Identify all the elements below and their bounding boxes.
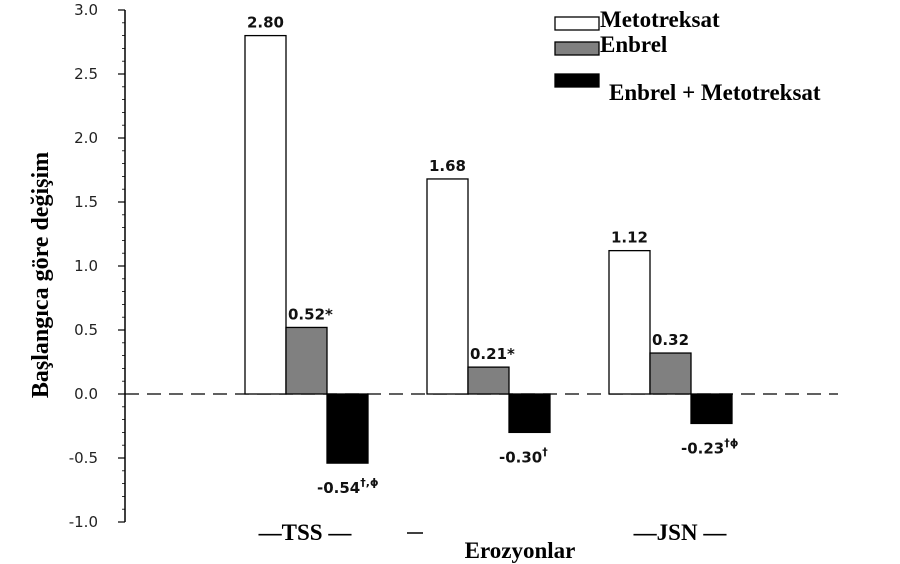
- bars: [244, 34, 733, 464]
- legend-label: Metotreksat: [600, 7, 720, 32]
- data-label: 0.52*: [288, 305, 333, 323]
- y-tick-label: 3.0: [74, 1, 98, 19]
- y-tick-label: 1.0: [74, 257, 98, 275]
- category-label: —TSS —: [258, 520, 353, 545]
- legend-swatch: [554, 16, 600, 31]
- legend-swatch: [554, 41, 600, 56]
- y-tick-label: 0.5: [74, 321, 98, 339]
- bar: [244, 34, 287, 395]
- data-label: -0.23†ɸ: [681, 436, 739, 457]
- y-tick-label: -0.5: [69, 449, 98, 467]
- data-label: 2.80: [247, 14, 284, 32]
- data-label: 1.12: [611, 229, 648, 247]
- y-tick-label: 2.0: [74, 129, 98, 147]
- data-label: -0.30†: [499, 445, 548, 466]
- bar: [285, 326, 328, 395]
- y-tick-label: 2.5: [74, 65, 98, 83]
- bar: [649, 352, 692, 395]
- legend-label: Enbrel + Metotreksat: [609, 80, 821, 105]
- y-tick-label: 1.5: [74, 193, 98, 211]
- bar: [608, 249, 651, 395]
- category-label: —JSN —: [633, 520, 728, 545]
- y-axis-label: Başlangıca göre değişim: [28, 152, 54, 398]
- y-axis: 3.0 2.5 2.0 1.5 1.0 0.5 0.0 -0.5 -1.0: [69, 1, 838, 531]
- bar: [690, 393, 733, 425]
- data-label: -0.54†,ɸ: [317, 476, 379, 497]
- data-label: 1.68: [429, 157, 466, 175]
- y-tick-label: -1.0: [69, 513, 98, 531]
- bar: [467, 366, 510, 395]
- category-label: Erozyonlar: [465, 538, 576, 563]
- y-tick-label: 0.0: [74, 385, 98, 403]
- bar: [426, 178, 469, 395]
- bar: [326, 393, 369, 464]
- legend-swatch: [554, 73, 600, 88]
- legend-label: Enbrel: [600, 32, 667, 57]
- data-label: 0.32: [652, 331, 689, 349]
- bar: [508, 393, 551, 434]
- data-label: 0.21*: [470, 345, 515, 363]
- category-labels: —TSS — Erozyonlar —JSN —: [258, 520, 728, 563]
- value-labels: 2.80 1.68 1.12 0.52* 0.21* 0.32 -0.54†,ɸ -0.30†…: [247, 14, 739, 498]
